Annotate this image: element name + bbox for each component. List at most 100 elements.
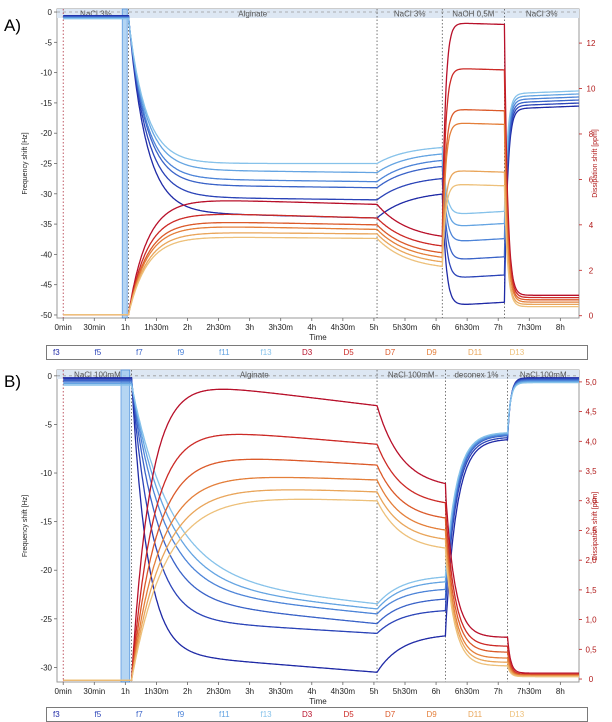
x-axis-label: Time [309,333,327,342]
series-d11 [63,489,579,681]
series-d5 [63,433,579,681]
x-tick-label: 7h [494,687,503,696]
x-tick-label: 4h30m [331,323,356,332]
x-tick-label: 1h [121,323,130,332]
injection-band [120,369,131,683]
legend-entry-d3: D3 [302,348,313,357]
y2-tick-label: 3,5 [585,467,597,476]
y2-tick-label: 4,0 [585,437,597,446]
series-f7 [63,16,579,260]
y-tick-label: -30 [40,190,52,199]
x-tick-label: 4h [307,323,316,332]
series-f11 [63,381,579,610]
series-f9 [63,380,579,615]
x-tick-label: 30min [83,323,105,332]
x-tick-label: 4h30m [331,687,356,696]
injection-band [121,8,128,319]
phase-label: NaOH 0,5M [452,10,495,19]
x-tick-label: 1h [121,687,130,696]
y2-axis-label: Dissipation shift [ppm] [592,129,599,198]
legend-entry-d7: D7 [385,710,396,719]
y-tick-label: -5 [45,38,53,47]
y2-tick-label: 4,5 [585,408,597,417]
y-axis-label: Frequency shift [Hz] [22,132,29,194]
y2-tick-label: 4 [589,221,594,230]
y2-tick-label: 5,0 [585,378,597,387]
phase-band [57,370,579,379]
legend-entry-f3: f3 [53,348,60,357]
x-tick-label: 7h30m [517,687,542,696]
x-tick-label: 7h [494,323,503,332]
legend-entry-d5: D5 [343,348,354,357]
x-tick-label: 3h30m [268,687,293,696]
legend-entry-f7: f7 [136,348,143,357]
series-d9 [63,122,579,316]
chart-a: NaCl 3% Alginate NaCl 3% NaOH 0,5M NaCl 3% 0m… [22,8,599,342]
x-axis-label: Time [309,697,327,705]
y-tick-label: -25 [40,160,52,169]
y-tick-label: -10 [40,469,52,478]
legend-entry-f5: f5 [94,348,102,357]
x-tick-label: 2h [183,323,192,332]
series-f7 [63,379,579,625]
legend-entry-d11: D11 [468,348,483,357]
x-tick-label: 4h [307,687,316,696]
x-tick-label: 6h30m [455,323,480,332]
x-tick-label: 5h [369,687,378,696]
y2-tick-label: 8 [589,130,594,139]
x-tick-label: 3h [245,323,254,332]
y2-tick-label: 1,0 [585,616,597,625]
x-tick-label: 1h30m [144,687,169,696]
y-tick-label: 0 [48,8,53,17]
phase-label: NaCl 100mM [520,371,567,380]
phase-label: NaCl 100mM [74,371,121,380]
series-d3 [63,22,579,316]
series-d13 [63,498,579,681]
y-tick-label: -25 [40,615,52,624]
x-tick-label: 8h [556,687,565,696]
panel-b: B) NaCl 100mM Alginate NaCl 100mM deconex 1… [0,360,612,722]
y-axis-label: Frequency shift [Hz] [22,495,29,557]
phase-label: Alginate [240,371,269,380]
y-tick-label: -15 [40,99,52,108]
y-tick-label: -10 [40,69,52,78]
phase-label: NaCl 3% [80,10,112,19]
y-tick-label: -20 [40,129,52,138]
y2-tick-label: 2,5 [585,526,597,535]
x-tick-label: 6h30m [455,687,480,696]
panel-a: A) NaCl 3% Alginate NaCl 3% NaOH 0,5M NaCl 3… [0,0,612,360]
legend-entry-f9: f9 [177,710,185,719]
legend-entry-f13: f13 [260,348,272,357]
y2-tick-label: 0,5 [585,645,597,654]
panel-b-label: B) [4,372,21,391]
y-tick-label: -40 [40,250,52,259]
phase-label: Alginate [238,10,267,19]
x-tick-label: 3h [245,687,254,696]
y2-tick-label: 2 [589,266,594,275]
phase-label: NaCl 3% [394,10,426,19]
phase-band [57,9,579,18]
legend-entry-d11: D11 [468,710,483,719]
panel-a-label: A) [4,16,21,35]
legend-entry-f11: f11 [219,348,230,357]
legend-entry-d13: D13 [509,710,525,719]
legend-entry-d5: D5 [343,710,354,719]
x-tick-label: 7h30m [517,323,542,332]
legend-a: f3 f5 f7 f9 f11 f13 D3 D5 D7 D9 D11 D13 [46,345,588,360]
legend-entry-f5: f5 [94,710,102,719]
series-d5 [63,68,579,316]
y-tick-label: -35 [40,220,52,229]
y-tick-label: -30 [40,663,52,672]
legend-entry-d13: D13 [509,348,525,357]
x-tick-label: 5h30m [393,323,418,332]
x-tick-label: 3h30m [268,323,293,332]
series-f9 [63,16,579,242]
y-tick-label: -45 [40,281,52,290]
x-tick-label: 0min [55,323,72,332]
series-d13 [63,184,579,316]
y2-tick-label: 2,0 [585,556,597,565]
x-tick-label: 8h [556,323,565,332]
x-tick-label: 5h30m [393,687,418,696]
y-tick-label: -5 [45,420,53,429]
x-tick-label: 6h [432,687,441,696]
